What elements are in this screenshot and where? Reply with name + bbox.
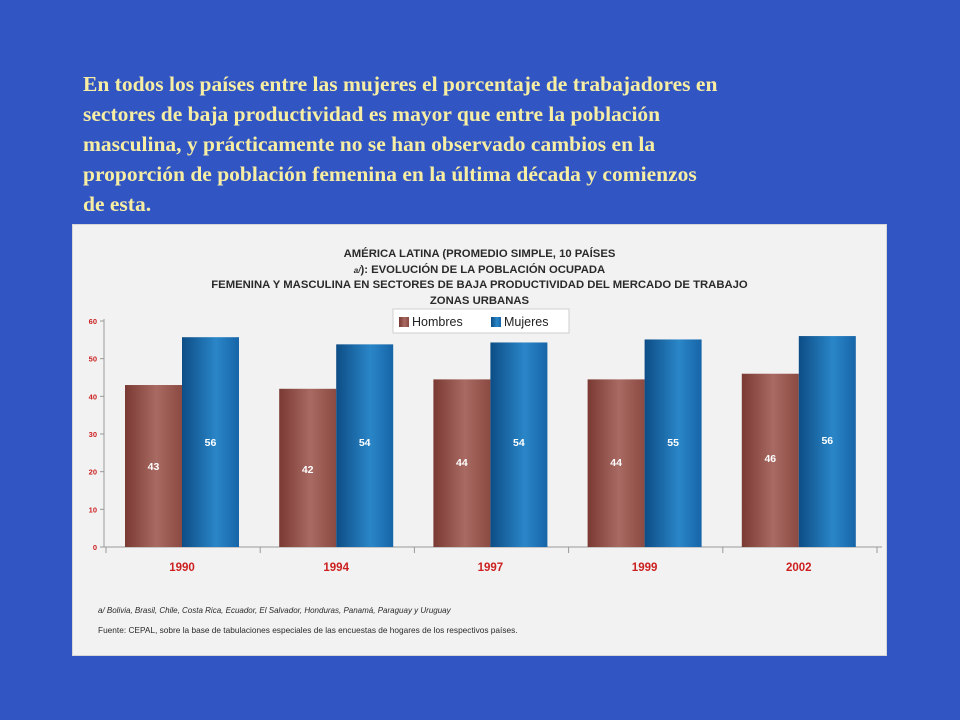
legend-label: Hombres — [412, 315, 463, 329]
headline-line: masculina, y prácticamente no se han obs… — [83, 132, 656, 156]
y-tick-label: 10 — [89, 505, 97, 514]
legend: Hombres Mujeres — [392, 308, 570, 334]
chart-title-line-3: ZONAS URBANAS — [429, 294, 530, 307]
headline-line: sectores de baja productividad es mayor … — [83, 102, 661, 126]
legend-swatch — [399, 317, 409, 327]
bar-mujeres — [490, 342, 548, 547]
bar-chart: 0 10 20 30 40 50 60 43 56 1990 42 54 1994 44 54 1997 44… — [89, 308, 882, 574]
category-label: 1994 — [323, 562, 349, 574]
headline-line: En todos los países entre las mujeres el… — [83, 72, 718, 96]
chart-title-line-1: AMÉRICA LATINA (PROMEDIO SIMPLE, 10 PAÍS… — [73, 247, 886, 278]
bar-mujeres — [644, 339, 702, 547]
category-label: 1997 — [478, 562, 504, 574]
chart-title-line-1-tail: ): EVOLUCIÓN DE LA POBLACIÓN OCUPADA — [360, 263, 606, 276]
data-label: 54 — [359, 437, 371, 449]
headline: En todos los países entre las mujeres el… — [83, 69, 913, 219]
bar-mujeres — [336, 344, 394, 547]
chart-panel: AMÉRICA LATINA (PROMEDIO SIMPLE, 10 PAÍS… — [72, 224, 887, 656]
data-label: 46 — [764, 453, 776, 465]
bar-hombres — [279, 388, 337, 547]
y-tick-label: 50 — [89, 355, 97, 364]
bar-mujeres — [182, 337, 239, 547]
category-label: 1999 — [632, 562, 658, 574]
bar-hombres — [125, 385, 182, 547]
chart-title-note-ref: a/ — [353, 265, 361, 275]
bar-hombres — [587, 379, 645, 547]
chart-title-line-1-text: AMÉRICA LATINA (PROMEDIO SIMPLE, 10 PAÍS… — [343, 248, 616, 260]
y-tick-label: 0 — [93, 543, 97, 552]
chart-title-line-2: FEMENINA Y MASCULINA EN SECTORES DE BAJA… — [211, 279, 748, 291]
y-tick-label: 30 — [89, 430, 97, 439]
category-label: 1990 — [169, 562, 195, 574]
footnote: a/ Bolivia, Brasil, Chile, Costa Rica, E… — [98, 606, 451, 615]
data-label: 55 — [667, 437, 679, 449]
legend-label: Mujeres — [504, 315, 548, 329]
headline-line: proporción de población femenina en la ú… — [83, 162, 697, 186]
legend-box — [392, 308, 570, 334]
data-label: 43 — [148, 461, 160, 473]
y-tick-label: 40 — [89, 392, 97, 401]
data-label: 56 — [821, 435, 833, 447]
data-label: 44 — [456, 457, 468, 469]
data-label: 42 — [302, 464, 314, 476]
y-tick-label: 60 — [89, 317, 97, 326]
chart-title: AMÉRICA LATINA (PROMEDIO SIMPLE, 10 PAÍS… — [73, 247, 886, 309]
bar-mujeres — [798, 336, 856, 547]
bar-hombres — [433, 379, 491, 547]
data-label: 44 — [610, 457, 622, 469]
category-label: 2002 — [786, 562, 812, 574]
bar-hombres — [741, 373, 799, 547]
headline-line: de esta. — [83, 192, 152, 216]
source-note: Fuente: CEPAL, sobre la base de tabulaci… — [98, 625, 518, 635]
data-label: 56 — [205, 437, 217, 449]
legend-swatch — [491, 317, 501, 327]
y-tick-label: 20 — [89, 468, 97, 477]
data-label: 54 — [513, 437, 525, 449]
